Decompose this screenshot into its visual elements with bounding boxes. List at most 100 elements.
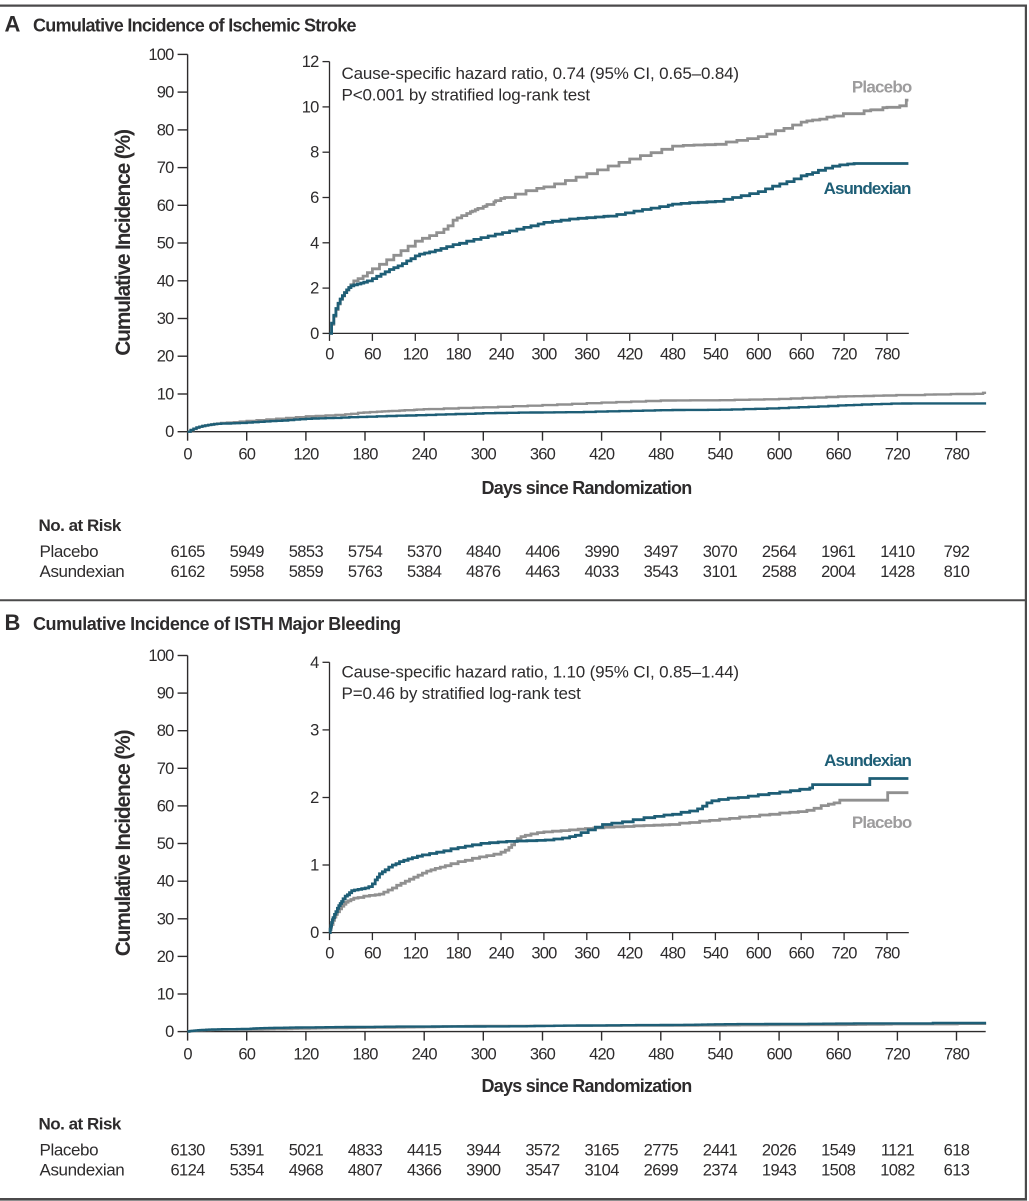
svg-text:540: 540 xyxy=(703,346,729,364)
svg-text:300: 300 xyxy=(471,446,497,464)
svg-text:660: 660 xyxy=(826,1046,852,1064)
svg-text:720: 720 xyxy=(885,1046,911,1064)
svg-text:600: 600 xyxy=(746,346,772,364)
svg-text:300: 300 xyxy=(531,945,557,963)
svg-text:10: 10 xyxy=(302,98,319,116)
svg-text:2: 2 xyxy=(310,280,319,298)
svg-text:80: 80 xyxy=(157,121,174,139)
svg-text:600: 600 xyxy=(767,446,793,464)
svg-text:2374: 2374 xyxy=(703,1162,738,1180)
svg-text:2699: 2699 xyxy=(644,1162,679,1180)
svg-text:1549: 1549 xyxy=(821,1142,856,1160)
svg-text:480: 480 xyxy=(648,1046,674,1064)
svg-text:50: 50 xyxy=(157,235,174,253)
svg-text:540: 540 xyxy=(707,1046,733,1064)
svg-text:3543: 3543 xyxy=(644,563,679,581)
svg-text:360: 360 xyxy=(530,1046,556,1064)
svg-text:Placebo: Placebo xyxy=(40,542,99,561)
svg-text:0: 0 xyxy=(183,446,192,464)
svg-text:12: 12 xyxy=(302,53,319,71)
svg-text:4415: 4415 xyxy=(407,1142,442,1160)
svg-text:4876: 4876 xyxy=(466,563,501,581)
svg-text:2: 2 xyxy=(310,789,319,807)
svg-text:60: 60 xyxy=(157,197,174,215)
svg-text:4406: 4406 xyxy=(525,543,560,561)
svg-text:810: 810 xyxy=(944,563,970,581)
svg-text:600: 600 xyxy=(746,945,772,963)
svg-text:180: 180 xyxy=(352,446,378,464)
svg-text:5763: 5763 xyxy=(348,563,383,581)
svg-text:30: 30 xyxy=(157,910,174,928)
svg-text:20: 20 xyxy=(157,348,174,366)
svg-text:480: 480 xyxy=(660,945,686,963)
svg-text:792: 792 xyxy=(944,543,970,561)
svg-text:120: 120 xyxy=(403,346,429,364)
svg-text:5391: 5391 xyxy=(230,1142,265,1160)
svg-text:480: 480 xyxy=(660,346,686,364)
svg-text:Asundexian: Asundexian xyxy=(40,1161,125,1180)
svg-text:Cause-specific hazard ratio, 1: Cause-specific hazard ratio, 1.10 (95% C… xyxy=(342,663,739,682)
svg-text:540: 540 xyxy=(707,446,733,464)
svg-text:P=0.46 by stratified log-rank: P=0.46 by stratified log-rank test xyxy=(342,684,582,703)
svg-text:420: 420 xyxy=(617,346,643,364)
svg-text:0: 0 xyxy=(325,945,334,963)
svg-text:6: 6 xyxy=(310,189,319,207)
svg-text:60: 60 xyxy=(238,446,255,464)
svg-text:5021: 5021 xyxy=(289,1142,324,1160)
svg-text:B: B xyxy=(5,610,21,635)
svg-text:4: 4 xyxy=(310,654,319,672)
svg-text:180: 180 xyxy=(446,945,472,963)
svg-text:Cause-specific hazard ratio, 0: Cause-specific hazard ratio, 0.74 (95% C… xyxy=(342,64,739,83)
svg-text:4968: 4968 xyxy=(289,1162,324,1180)
svg-text:6162: 6162 xyxy=(170,563,205,581)
svg-text:30: 30 xyxy=(157,310,174,328)
svg-text:40: 40 xyxy=(157,272,174,290)
svg-text:180: 180 xyxy=(352,1046,378,1064)
svg-text:4833: 4833 xyxy=(348,1142,383,1160)
svg-text:120: 120 xyxy=(293,446,319,464)
svg-text:1943: 1943 xyxy=(762,1162,797,1180)
svg-text:420: 420 xyxy=(589,446,615,464)
svg-text:80: 80 xyxy=(157,722,174,740)
svg-text:No. at Risk: No. at Risk xyxy=(39,516,122,535)
svg-text:10: 10 xyxy=(157,985,174,1003)
svg-text:120: 120 xyxy=(293,1046,319,1064)
svg-text:660: 660 xyxy=(789,346,815,364)
svg-text:60: 60 xyxy=(157,797,174,815)
svg-text:1121: 1121 xyxy=(881,1142,915,1160)
svg-text:780: 780 xyxy=(944,1046,970,1064)
svg-text:Days since Randomization: Days since Randomization xyxy=(481,1076,691,1096)
svg-text:8: 8 xyxy=(310,144,319,162)
svg-text:100: 100 xyxy=(148,647,174,665)
svg-text:5354: 5354 xyxy=(230,1162,265,1180)
svg-text:420: 420 xyxy=(617,945,643,963)
svg-text:420: 420 xyxy=(589,1046,615,1064)
svg-text:Asundexian: Asundexian xyxy=(824,179,911,198)
svg-text:Asundexian: Asundexian xyxy=(40,562,125,581)
svg-text:1082: 1082 xyxy=(880,1162,915,1180)
svg-text:5958: 5958 xyxy=(230,563,265,581)
svg-text:3: 3 xyxy=(310,721,319,739)
svg-text:Cumulative Incidence (%): Cumulative Incidence (%) xyxy=(112,731,135,957)
svg-text:360: 360 xyxy=(574,346,600,364)
svg-text:5370: 5370 xyxy=(407,543,442,561)
svg-text:660: 660 xyxy=(826,446,852,464)
svg-text:3572: 3572 xyxy=(525,1142,560,1160)
svg-text:2441: 2441 xyxy=(703,1142,738,1160)
svg-text:180: 180 xyxy=(446,346,472,364)
svg-text:2588: 2588 xyxy=(762,563,797,581)
svg-text:0: 0 xyxy=(325,346,334,364)
svg-text:Days since Randomization: Days since Randomization xyxy=(481,478,691,498)
svg-text:Placebo: Placebo xyxy=(852,813,912,832)
svg-text:Cumulative Incidence of Ischem: Cumulative Incidence of Ischemic Stroke xyxy=(33,16,357,36)
svg-text:780: 780 xyxy=(874,945,900,963)
svg-text:0: 0 xyxy=(310,924,319,942)
svg-text:4033: 4033 xyxy=(584,563,619,581)
svg-text:5754: 5754 xyxy=(348,543,383,561)
svg-text:613: 613 xyxy=(944,1162,970,1180)
svg-text:618: 618 xyxy=(944,1142,970,1160)
svg-text:1410: 1410 xyxy=(880,543,915,561)
svg-text:2004: 2004 xyxy=(821,563,856,581)
svg-text:240: 240 xyxy=(488,346,514,364)
svg-text:Placebo: Placebo xyxy=(40,1141,99,1160)
